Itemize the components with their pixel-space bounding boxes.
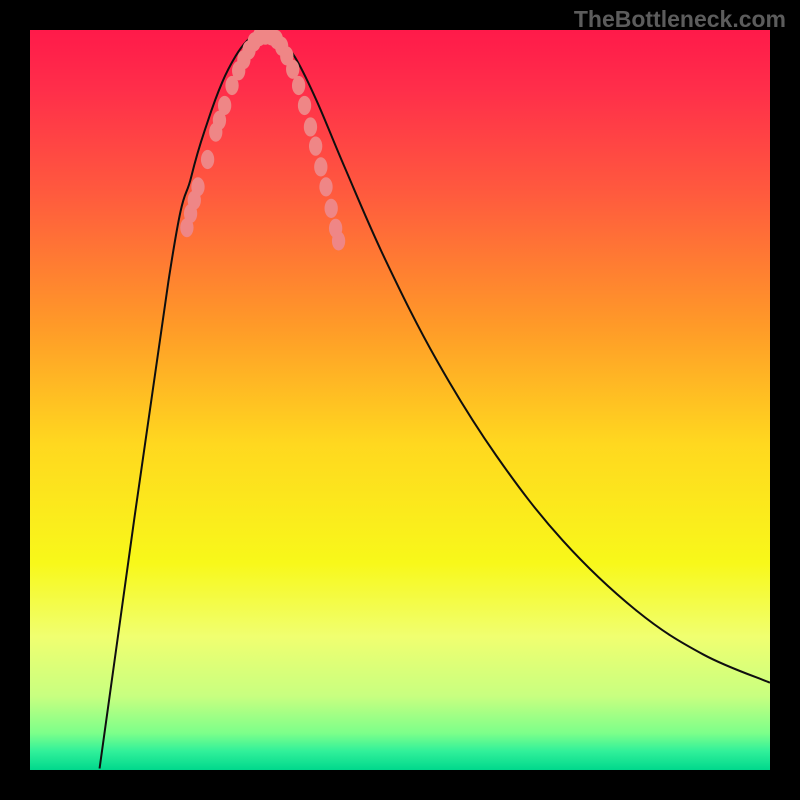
curve-marker bbox=[191, 177, 204, 196]
curve-marker bbox=[314, 157, 327, 176]
curve-marker bbox=[319, 177, 332, 196]
plot-area bbox=[30, 30, 770, 770]
curve-marker bbox=[298, 96, 311, 115]
gradient-background bbox=[30, 30, 770, 770]
chart-canvas: TheBottleneck.com bbox=[0, 0, 800, 800]
watermark-text: TheBottleneck.com bbox=[574, 6, 786, 33]
curve-marker bbox=[286, 60, 299, 79]
curve-marker bbox=[292, 76, 305, 95]
curve-marker bbox=[332, 231, 345, 250]
curve-marker bbox=[218, 96, 231, 115]
curve-marker bbox=[309, 137, 322, 156]
curve-marker bbox=[325, 199, 338, 218]
curve-marker bbox=[304, 117, 317, 136]
curve-marker bbox=[201, 150, 214, 169]
